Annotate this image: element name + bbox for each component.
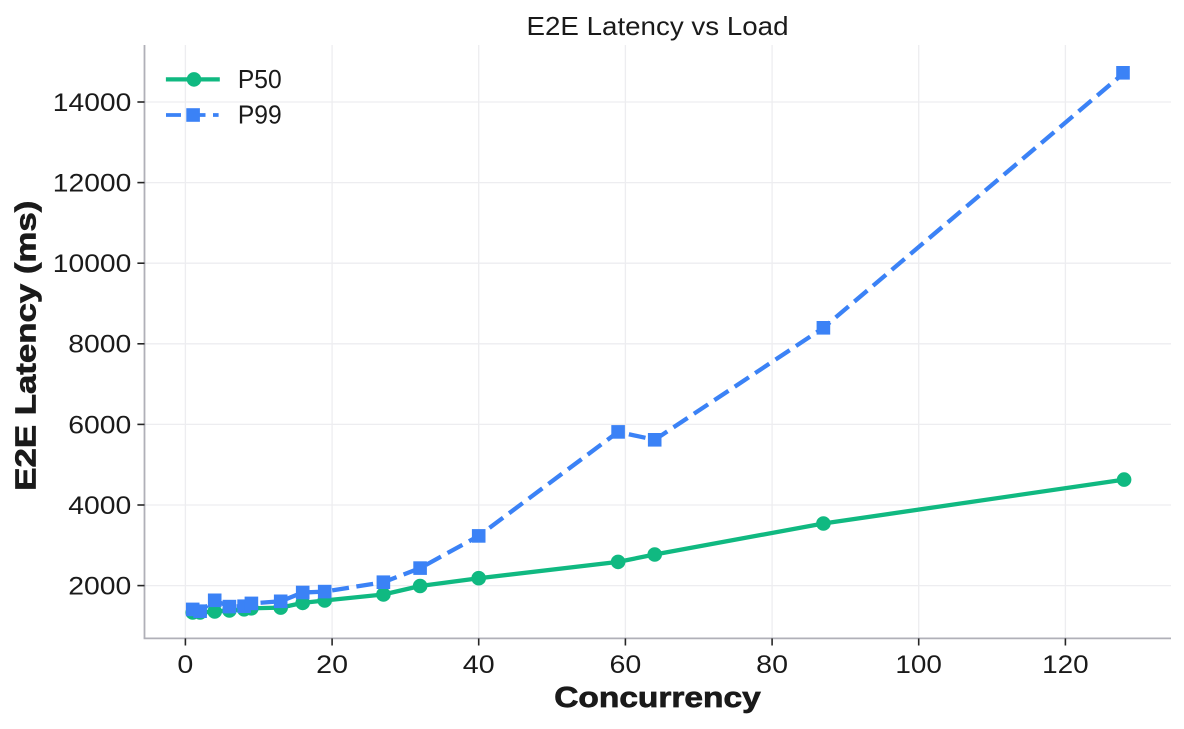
svg-text:20: 20 — [316, 651, 348, 679]
svg-text:Concurrency: Concurrency — [554, 682, 761, 714]
svg-text:14000: 14000 — [53, 89, 132, 117]
svg-text:P99: P99 — [238, 100, 282, 130]
svg-text:0: 0 — [177, 651, 193, 679]
svg-text:E2E Latency vs Load: E2E Latency vs Load — [527, 11, 789, 41]
svg-text:12000: 12000 — [53, 170, 132, 198]
svg-text:10000: 10000 — [53, 250, 132, 278]
svg-text:80: 80 — [756, 651, 788, 679]
svg-text:P50: P50 — [238, 64, 282, 94]
svg-text:100: 100 — [895, 651, 942, 679]
svg-text:4000: 4000 — [68, 492, 131, 520]
svg-text:8000: 8000 — [68, 331, 131, 359]
svg-text:E2E Latency (ms): E2E Latency (ms) — [10, 201, 42, 491]
svg-text:2000: 2000 — [68, 573, 131, 601]
svg-text:60: 60 — [610, 651, 642, 679]
svg-text:120: 120 — [1042, 651, 1089, 679]
svg-text:6000: 6000 — [68, 411, 131, 439]
svg-text:40: 40 — [463, 651, 495, 679]
